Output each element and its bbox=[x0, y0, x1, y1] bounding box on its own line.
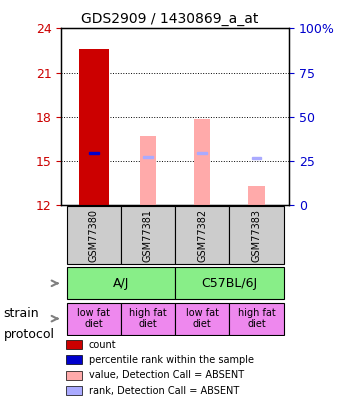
FancyBboxPatch shape bbox=[121, 206, 175, 264]
FancyBboxPatch shape bbox=[175, 267, 284, 299]
Bar bbox=[66, 356, 82, 364]
Bar bbox=[143, 156, 153, 158]
Text: GSM77382: GSM77382 bbox=[197, 209, 207, 262]
Text: high fat
diet: high fat diet bbox=[129, 308, 167, 329]
Bar bbox=[248, 186, 265, 205]
Bar bbox=[197, 152, 207, 153]
Text: low fat
diet: low fat diet bbox=[186, 308, 219, 329]
Text: low fat
diet: low fat diet bbox=[77, 308, 110, 329]
Bar bbox=[66, 386, 82, 395]
Text: A/J: A/J bbox=[113, 277, 129, 290]
FancyBboxPatch shape bbox=[121, 303, 175, 335]
Text: rank, Detection Call = ABSENT: rank, Detection Call = ABSENT bbox=[88, 386, 239, 396]
Text: protocol: protocol bbox=[3, 328, 54, 341]
Bar bbox=[89, 152, 99, 153]
Text: count: count bbox=[88, 340, 116, 350]
Text: percentile rank within the sample: percentile rank within the sample bbox=[88, 355, 254, 365]
Bar bbox=[252, 157, 261, 159]
Bar bbox=[66, 371, 82, 379]
Text: GSM77380: GSM77380 bbox=[89, 209, 99, 262]
Text: GSM77381: GSM77381 bbox=[143, 209, 153, 262]
Text: strain: strain bbox=[3, 307, 39, 320]
FancyBboxPatch shape bbox=[230, 206, 284, 264]
Bar bbox=[79, 49, 109, 205]
FancyBboxPatch shape bbox=[67, 206, 121, 264]
Bar bbox=[66, 340, 82, 350]
FancyBboxPatch shape bbox=[67, 267, 175, 299]
Text: value, Detection Call = ABSENT: value, Detection Call = ABSENT bbox=[88, 371, 244, 380]
Bar bbox=[140, 136, 156, 205]
Text: C57BL/6J: C57BL/6J bbox=[201, 277, 257, 290]
FancyBboxPatch shape bbox=[67, 303, 121, 335]
FancyBboxPatch shape bbox=[175, 303, 230, 335]
Text: GDS2909 / 1430869_a_at: GDS2909 / 1430869_a_at bbox=[81, 12, 259, 26]
Text: high fat
diet: high fat diet bbox=[238, 308, 275, 329]
FancyBboxPatch shape bbox=[175, 206, 230, 264]
Text: GSM77383: GSM77383 bbox=[252, 209, 261, 262]
FancyBboxPatch shape bbox=[230, 303, 284, 335]
Bar bbox=[194, 119, 210, 205]
